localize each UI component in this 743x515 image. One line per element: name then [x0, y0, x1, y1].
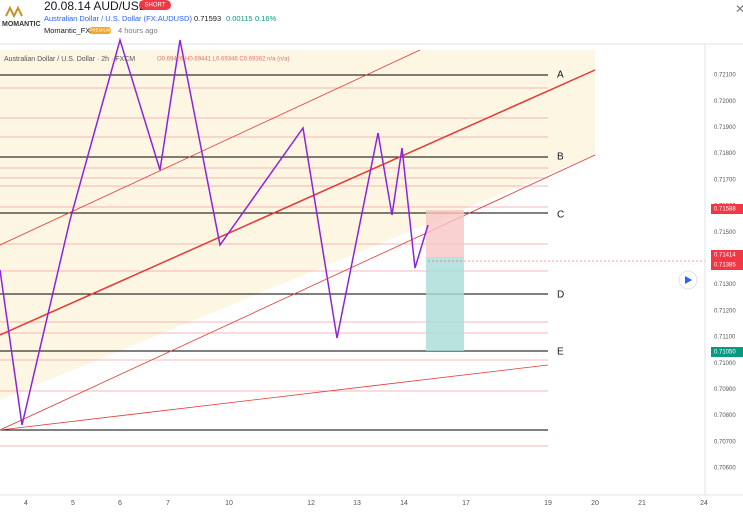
time-label: 14: [400, 500, 408, 507]
chart-legend: Australian Dollar / U.S. Dollar · 2h · F…: [4, 56, 135, 63]
stop-zone: [426, 210, 464, 257]
time-label: 21: [638, 500, 646, 507]
target-zone: [426, 257, 464, 351]
price-label: 0.72100: [714, 73, 736, 79]
idea-title: 20.08.14 AUD/USD: [44, 0, 148, 13]
price-badge: [711, 260, 743, 270]
price-label: 0.71800: [714, 151, 736, 157]
price-label: 0.71900: [714, 125, 736, 131]
trend-line: [0, 364, 549, 431]
channel-bottom: [0, 154, 596, 431]
short-badge: [139, 0, 171, 10]
price-badge: [711, 204, 743, 214]
price-label: 0.71000: [714, 361, 736, 367]
price-label: 0.71300: [714, 282, 736, 288]
short-badge-text: SHORT: [145, 3, 166, 9]
price-badge: [711, 347, 743, 357]
price-badge-text: 0.71588: [714, 207, 736, 213]
price: 0.71593: [194, 14, 221, 23]
price-badge-text: 0.71050: [714, 350, 736, 356]
level-label: B: [557, 152, 564, 163]
time-label: 13: [353, 500, 361, 507]
price-badge: [711, 250, 743, 260]
price-badge-text: 0.71414: [714, 253, 736, 259]
time-label: 12: [307, 500, 315, 507]
level-label: E: [557, 347, 564, 358]
time-ago: 4 hours ago: [118, 26, 158, 35]
symbol-link[interactable]: Australian Dollar / U.S. Dollar (FX:AUDU…: [44, 14, 192, 23]
price-label: 0.70700: [714, 439, 736, 445]
channel-top: [0, 49, 421, 246]
level-label: D: [557, 290, 564, 301]
time-label: 6: [118, 500, 122, 507]
close[interactable]: ✕: [735, 2, 743, 16]
change: 0.00115: [226, 14, 253, 23]
pattern-line: [0, 37, 429, 426]
time-label: 10: [225, 500, 233, 507]
change-pct: 0.16%: [255, 14, 277, 23]
price-label: 0.72000: [714, 99, 736, 105]
price-label: 0.71200: [714, 308, 736, 314]
time-label: 24: [700, 500, 708, 507]
logo: MOMANTIC: [2, 21, 41, 28]
time-label: 19: [544, 500, 552, 507]
time-label: 5: [71, 500, 75, 507]
ohlc: O0.69426 H0.69441 L0.69346 C0.69362 n/a …: [157, 57, 289, 63]
premium-text: PREMIUM: [89, 28, 111, 33]
channel-mid: [0, 69, 596, 336]
price-label: 0.71500: [714, 230, 736, 236]
price-label: 0.70800: [714, 413, 736, 419]
time-label: 4: [24, 500, 28, 507]
author[interactable]: Momantic_FX: [44, 26, 90, 35]
play-icon: [685, 276, 692, 284]
price-label: 0.70600: [714, 466, 736, 472]
time-label: 17: [462, 500, 470, 507]
price-label: 0.71700: [714, 177, 736, 183]
channel-fill: [0, 50, 595, 400]
price-label: 0.71100: [714, 335, 736, 341]
red-levels: [0, 87, 548, 447]
time-label: 7: [166, 500, 170, 507]
time-label: 20: [591, 500, 599, 507]
price-badge-text: 0.71385: [714, 263, 736, 269]
logo-mark: [5, 5, 23, 19]
level-label: C: [557, 210, 564, 221]
level-label: A: [557, 70, 564, 81]
premium-badge: [89, 27, 111, 34]
price-label: 0.70900: [714, 387, 736, 393]
